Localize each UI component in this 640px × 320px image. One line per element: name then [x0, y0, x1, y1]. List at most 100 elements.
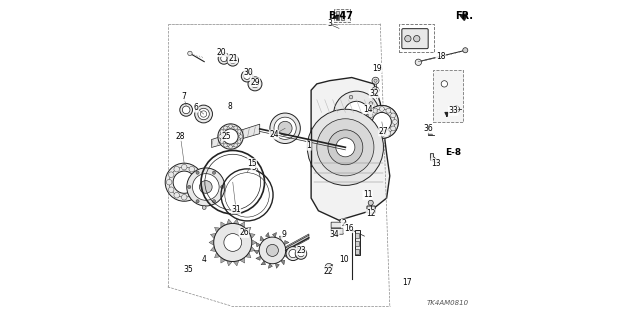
Polygon shape: [209, 240, 214, 245]
Circle shape: [368, 200, 373, 205]
Circle shape: [224, 126, 227, 130]
Polygon shape: [221, 222, 226, 228]
Circle shape: [336, 138, 355, 157]
Polygon shape: [430, 154, 439, 163]
Circle shape: [168, 172, 174, 178]
Circle shape: [228, 124, 232, 128]
Circle shape: [165, 163, 204, 201]
Circle shape: [174, 192, 179, 198]
Polygon shape: [233, 260, 239, 266]
Circle shape: [193, 174, 219, 200]
Text: 30: 30: [244, 68, 253, 77]
Text: 13: 13: [431, 159, 440, 168]
Text: 8: 8: [227, 101, 232, 111]
Circle shape: [368, 113, 373, 118]
Circle shape: [404, 36, 411, 42]
Circle shape: [241, 70, 253, 82]
Polygon shape: [260, 236, 264, 241]
Circle shape: [212, 200, 216, 203]
Bar: [433, 69, 463, 122]
Text: 26: 26: [239, 228, 249, 237]
Circle shape: [441, 81, 447, 87]
Text: TK4AM0810: TK4AM0810: [427, 300, 469, 306]
Circle shape: [259, 237, 285, 264]
Circle shape: [369, 102, 372, 105]
Circle shape: [212, 171, 216, 174]
Circle shape: [349, 129, 353, 133]
Text: 17: 17: [403, 278, 412, 287]
Circle shape: [380, 107, 384, 111]
Circle shape: [187, 168, 225, 206]
Circle shape: [174, 166, 179, 172]
Circle shape: [274, 117, 296, 140]
Circle shape: [374, 89, 377, 92]
Text: 15: 15: [247, 159, 257, 168]
Circle shape: [266, 244, 278, 256]
Polygon shape: [227, 219, 232, 224]
Polygon shape: [281, 260, 285, 265]
Polygon shape: [211, 124, 260, 148]
Circle shape: [372, 87, 379, 94]
Circle shape: [182, 195, 187, 200]
Text: 1: 1: [307, 141, 311, 150]
Circle shape: [286, 247, 300, 260]
FancyBboxPatch shape: [331, 228, 343, 234]
Circle shape: [307, 109, 383, 185]
Circle shape: [196, 200, 199, 203]
Circle shape: [367, 119, 371, 124]
Text: 24: 24: [269, 130, 279, 139]
Circle shape: [298, 251, 304, 257]
Text: 21: 21: [228, 54, 237, 63]
Circle shape: [218, 53, 230, 64]
Text: 4: 4: [202, 255, 207, 264]
Text: 20: 20: [217, 48, 227, 57]
Circle shape: [195, 187, 200, 193]
Circle shape: [369, 123, 372, 126]
Circle shape: [333, 91, 380, 137]
Bar: [355, 241, 359, 246]
Circle shape: [223, 129, 238, 144]
Polygon shape: [279, 236, 284, 240]
Bar: [399, 24, 434, 52]
Polygon shape: [273, 232, 276, 237]
Polygon shape: [275, 263, 279, 268]
Circle shape: [198, 108, 209, 120]
Text: 6: 6: [194, 103, 199, 112]
FancyBboxPatch shape: [402, 29, 428, 49]
Circle shape: [372, 112, 392, 132]
Text: 35: 35: [184, 265, 193, 274]
Circle shape: [196, 171, 199, 174]
Polygon shape: [261, 261, 266, 265]
Circle shape: [328, 130, 363, 165]
Circle shape: [453, 106, 460, 112]
Circle shape: [188, 185, 191, 188]
Circle shape: [221, 185, 224, 188]
Circle shape: [317, 119, 374, 176]
Polygon shape: [439, 77, 450, 93]
Text: 14: 14: [363, 105, 372, 114]
Polygon shape: [221, 257, 226, 263]
Circle shape: [365, 105, 398, 139]
Bar: [334, 9, 349, 22]
Text: 18: 18: [436, 52, 445, 61]
Polygon shape: [250, 233, 255, 239]
Bar: [340, 11, 344, 20]
Circle shape: [251, 80, 259, 88]
Polygon shape: [233, 219, 239, 224]
Text: 25: 25: [221, 132, 231, 141]
Circle shape: [413, 36, 420, 42]
Circle shape: [337, 112, 340, 116]
Circle shape: [202, 206, 206, 210]
Circle shape: [368, 126, 373, 131]
Circle shape: [188, 51, 192, 56]
Polygon shape: [240, 257, 244, 263]
Circle shape: [234, 144, 237, 147]
Polygon shape: [256, 256, 260, 260]
Circle shape: [344, 101, 369, 127]
Circle shape: [189, 166, 195, 172]
Circle shape: [220, 140, 223, 143]
Text: 2: 2: [341, 219, 346, 228]
Circle shape: [340, 219, 346, 225]
Polygon shape: [245, 252, 251, 258]
Circle shape: [234, 126, 237, 130]
